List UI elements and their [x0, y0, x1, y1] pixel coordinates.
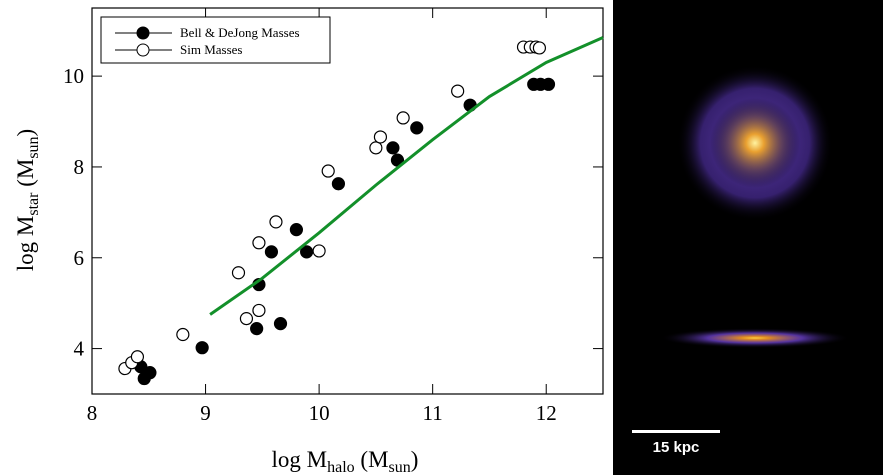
y-tick-label: 6 — [74, 246, 85, 270]
label-sub: sun — [25, 136, 42, 158]
open-point — [396, 111, 410, 125]
filled-point — [264, 245, 279, 259]
label-sub: star — [25, 192, 42, 216]
open-point — [252, 236, 266, 250]
open-point — [451, 84, 465, 98]
open-point — [130, 350, 145, 364]
galaxy-face-on-bulge — [710, 98, 800, 188]
legend: Bell & DeJong Masses Sim Masses — [100, 16, 331, 64]
y-tick-label: 8 — [74, 155, 85, 179]
open-point — [373, 130, 388, 144]
plot-frame — [91, 7, 604, 395]
open-point — [252, 303, 266, 318]
open-point — [239, 312, 254, 326]
y-tick-label: 4 — [74, 337, 85, 361]
galaxy-edge-on — [660, 328, 850, 348]
scale-bar — [632, 430, 720, 433]
filled-point — [143, 366, 157, 380]
filled-point — [289, 223, 303, 237]
filled-point — [386, 141, 400, 155]
x-tick-label: 11 — [423, 401, 443, 425]
y-axis-label: log Mstar (Msun) — [13, 129, 42, 271]
filled-point — [410, 121, 424, 135]
x-axis-label: log Mhalo (Msun) — [272, 447, 419, 475]
open-point — [369, 141, 383, 155]
label-part: (M — [355, 447, 389, 472]
label-part: ) — [411, 447, 419, 472]
x-tick-label: 12 — [536, 401, 557, 425]
filled-point — [541, 77, 556, 91]
legend-marker — [136, 26, 150, 40]
filled-point — [195, 341, 209, 355]
legend-label: Sim Masses — [180, 42, 242, 57]
label-part: log M — [13, 216, 38, 272]
open-point — [231, 266, 246, 280]
label-sub: halo — [327, 459, 355, 475]
image-panel: 15 kpc — [613, 0, 883, 475]
x-tick-label: 8 — [87, 401, 98, 425]
legend-box — [100, 16, 331, 64]
open-point — [321, 164, 335, 178]
open-point — [312, 244, 326, 258]
label-sub: sun — [389, 459, 411, 475]
x-tick-label: 10 — [309, 401, 330, 425]
open-point — [176, 327, 190, 342]
filled-point — [250, 322, 264, 336]
model-line — [209, 36, 604, 316]
open-point — [269, 215, 283, 229]
x-tick-label: 9 — [200, 401, 211, 425]
open-point — [532, 41, 547, 55]
label-part: log M — [272, 447, 328, 472]
label-part: ) — [13, 129, 38, 137]
legend-marker — [136, 43, 150, 57]
scale-label: 15 kpc — [653, 439, 700, 456]
legend-label: Bell & DeJong Masses — [180, 25, 300, 40]
label-part: (M — [13, 159, 38, 193]
filled-point — [331, 177, 346, 191]
filled-point — [273, 317, 288, 331]
y-tick-label: 10 — [63, 64, 84, 88]
